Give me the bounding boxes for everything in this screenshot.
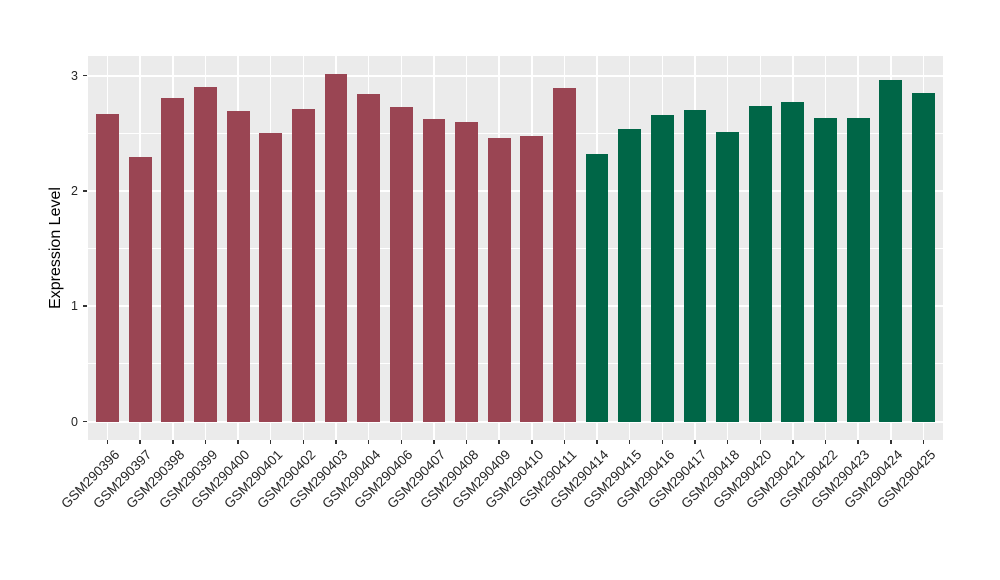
- bar-GSM290399: [194, 87, 217, 422]
- bar-GSM290410: [520, 135, 544, 422]
- x-tick-mark: [661, 440, 664, 444]
- bar-GSM290411: [553, 88, 576, 422]
- x-tick-mark: [204, 440, 207, 444]
- y-tick-label: 2: [71, 183, 78, 198]
- x-tick-mark: [531, 440, 533, 444]
- x-tick-mark: [890, 440, 892, 444]
- x-tick-mark: [498, 440, 500, 444]
- y-tick-label: 3: [71, 68, 78, 83]
- x-tick-mark: [237, 440, 239, 444]
- gridline-horizontal-minor: [88, 248, 943, 250]
- bar-GSM290424: [879, 80, 903, 422]
- y-tick-label: 1: [71, 299, 78, 314]
- bar-GSM290398: [161, 97, 185, 422]
- bar-GSM290396: [96, 113, 119, 422]
- x-tick-mark: [106, 440, 109, 444]
- bar-GSM290404: [357, 94, 381, 422]
- x-tick-mark: [824, 440, 827, 444]
- gridline-horizontal-major: [88, 189, 943, 192]
- bar-GSM290402: [291, 109, 315, 422]
- bar-GSM290416: [650, 114, 674, 422]
- y-tick-label: 0: [71, 414, 78, 429]
- x-tick-mark: [367, 440, 370, 444]
- x-tick-mark: [694, 440, 696, 444]
- x-tick-mark: [726, 440, 729, 444]
- x-tick-mark: [792, 440, 794, 444]
- x-tick-mark: [302, 440, 305, 444]
- x-tick-mark: [139, 440, 141, 444]
- x-tick-mark: [596, 440, 598, 444]
- bar-GSM290425: [912, 92, 935, 422]
- bar-GSM290423: [846, 118, 870, 422]
- bar-GSM290407: [422, 119, 446, 422]
- plot-panel: [88, 56, 943, 440]
- bar-GSM290415: [618, 128, 642, 422]
- x-tick-mark: [433, 440, 435, 444]
- bar-GSM290421: [781, 102, 805, 422]
- x-tick-mark: [465, 440, 468, 444]
- bar-GSM290414: [585, 154, 609, 422]
- gridline-horizontal-major: [88, 305, 943, 308]
- bar-GSM290397: [128, 157, 152, 422]
- x-tick-mark: [857, 440, 859, 444]
- x-tick-mark: [400, 440, 403, 444]
- bar-GSM290406: [389, 106, 413, 422]
- bar-GSM290403: [324, 74, 348, 422]
- x-tick-mark: [172, 440, 174, 444]
- x-tick-mark: [563, 440, 566, 444]
- y-axis-title: Expression Level: [47, 187, 64, 309]
- y-tick-mark: [83, 420, 87, 423]
- bar-GSM290422: [814, 118, 837, 422]
- y-tick-mark: [83, 74, 87, 77]
- y-tick-mark: [83, 190, 87, 192]
- bar-GSM290401: [259, 133, 283, 422]
- bar-GSM290417: [683, 110, 707, 422]
- x-tick-mark: [335, 440, 337, 444]
- bar-GSM290420: [748, 105, 772, 422]
- bar-GSM290400: [226, 111, 250, 422]
- gridline-horizontal-minor: [88, 132, 943, 134]
- x-tick-mark: [269, 440, 272, 444]
- x-tick-mark: [922, 440, 925, 444]
- gridline-horizontal-minor: [88, 363, 943, 365]
- bar-GSM290408: [455, 121, 478, 422]
- gridline-horizontal-major: [88, 420, 943, 423]
- bar-GSM290418: [716, 132, 739, 422]
- gridline-horizontal-major: [88, 74, 943, 77]
- bar-GSM290409: [487, 137, 511, 422]
- x-tick-mark: [759, 440, 761, 444]
- x-tick-mark: [628, 440, 631, 444]
- y-tick-mark: [83, 305, 87, 307]
